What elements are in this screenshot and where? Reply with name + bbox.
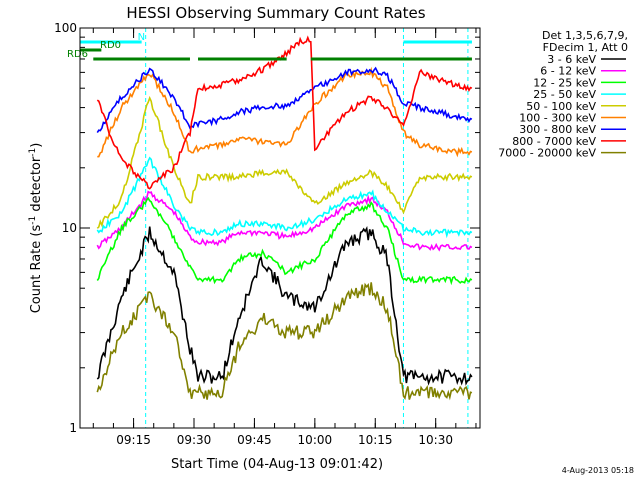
plot-area	[96, 28, 473, 428]
series-line-5	[97, 66, 473, 158]
series-line-2	[96, 196, 473, 286]
series-line-8	[96, 282, 473, 401]
series-line-7	[96, 35, 473, 190]
series-line-0	[96, 225, 473, 386]
y-axis-label: Count Rate (s-1 detector-1)	[28, 143, 44, 314]
flag-label-RD6: RD6	[67, 49, 88, 60]
y-tick-label-0: 1	[69, 421, 77, 435]
series-line-6	[96, 66, 473, 134]
legend-label-4: 50 - 100 keV	[526, 100, 596, 113]
legend-label-5: 100 - 300 keV	[519, 112, 596, 125]
x-tick-label-2: 09:45	[237, 433, 272, 447]
x-tick-label-4: 10:15	[358, 433, 393, 447]
flag-label-N: N	[138, 32, 145, 43]
y-tick-label-1: 10	[62, 221, 77, 235]
x-axis-label: Start Time (04-Aug-13 09:01:42)	[171, 457, 383, 472]
legend-label-1: 6 - 12 keV	[540, 65, 596, 78]
legend-label-7: 800 - 7000 keV	[512, 135, 596, 148]
flag-bars: N RD0 RD6	[67, 32, 472, 61]
series-line-4	[96, 95, 473, 229]
legend-label-3: 25 - 50 keV	[533, 88, 596, 101]
flag-label-RD0: RD0	[100, 40, 121, 51]
legend-label-6: 300 - 800 keV	[519, 123, 596, 136]
x-tick-label-1: 09:30	[177, 433, 212, 447]
legend-label-0: 3 - 6 keV	[547, 53, 596, 66]
y-axis-label-sup1: -1	[28, 216, 38, 225]
axes: 1 10 100 09:15 09:30 09:45 10:00 10:15 10:30	[54, 21, 481, 447]
y-axis-label-end: )	[29, 143, 44, 148]
series-line-1	[96, 190, 473, 252]
x-tick-label-3: 10:00	[298, 433, 333, 447]
y-tick-label-2: 100	[54, 21, 77, 35]
timestamp: 4-Aug-2013 05:18	[562, 466, 634, 475]
x-tick-label-5: 10:30	[418, 433, 453, 447]
y-axis-label-main: Count Rate (s	[29, 225, 44, 314]
legend-header-line-1: Det 1,3,5,6,7,9,	[542, 29, 628, 42]
x-tick-label-0: 09:15	[116, 433, 151, 447]
y-axis-label-mid: detector	[29, 156, 44, 216]
legend-label-2: 12 - 25 keV	[533, 76, 596, 89]
legend: Det 1,3,5,6,7,9, FDecim 1, Att 0 3 - 6 k…	[498, 29, 628, 160]
legend-label-8: 7000 - 20000 keV	[498, 147, 596, 160]
legend-header-line-2: FDecim 1, Att 0	[543, 41, 628, 54]
chart-title: HESSI Observing Summary Count Rates	[126, 4, 425, 22]
y-axis-label-sup2: -1	[28, 148, 38, 157]
